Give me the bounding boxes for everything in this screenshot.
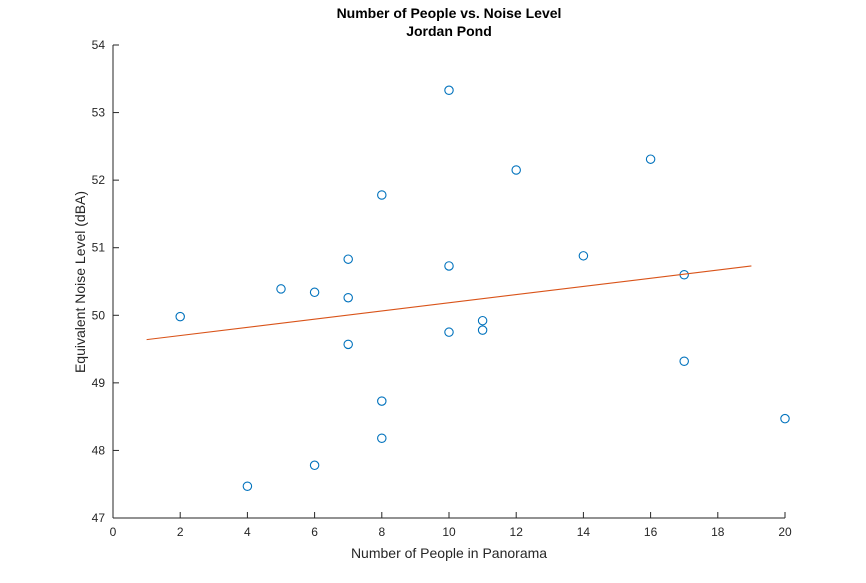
data-point <box>444 85 454 96</box>
x-tick-label: 6 <box>311 525 318 539</box>
x-tick-label: 14 <box>577 525 591 539</box>
data-point <box>679 356 689 366</box>
plot-area <box>146 85 790 491</box>
y-tick-label: 48 <box>92 443 106 457</box>
y-tick-label: 52 <box>92 173 106 187</box>
data-point <box>578 251 589 261</box>
x-tick-label: 10 <box>442 525 456 539</box>
x-tick-label: 18 <box>711 525 725 539</box>
data-point <box>645 154 656 164</box>
data-point <box>780 413 790 424</box>
x-tick-label: 0 <box>110 525 117 539</box>
y-tick-label: 53 <box>92 106 106 120</box>
data-point <box>444 327 454 337</box>
data-point <box>343 339 353 350</box>
x-axis-label: Number of People in Panorama <box>351 545 547 561</box>
data-point <box>377 396 387 406</box>
data-point <box>276 284 286 294</box>
x-tick-label: 2 <box>177 525 184 539</box>
x-tick-label: 16 <box>644 525 658 539</box>
y-tick-label: 47 <box>92 511 106 525</box>
data-point <box>242 481 253 491</box>
trend-line <box>146 265 752 341</box>
data-point <box>477 315 488 326</box>
data-point <box>444 261 454 271</box>
data-point <box>377 190 387 200</box>
x-tick-label: 8 <box>378 525 385 539</box>
y-tick-label: 54 <box>92 38 106 52</box>
axes: 0 2 4 6 8 10 12 14 16 18 20 47 48 49 50 51 52 53 54 <box>92 38 792 539</box>
data-point <box>343 292 353 303</box>
x-tick-label: 4 <box>244 525 251 539</box>
data-point <box>343 254 353 264</box>
y-tick-label: 51 <box>92 241 106 255</box>
data-point <box>175 311 185 322</box>
data-point <box>309 460 320 471</box>
data-point <box>477 325 488 335</box>
chart-title: Number of People vs. Noise Level <box>337 5 562 21</box>
y-tick-label: 50 <box>92 308 106 322</box>
chart-subtitle: Jordan Pond <box>406 23 492 39</box>
x-tick-label: 12 <box>510 525 524 539</box>
data-point <box>511 165 521 175</box>
y-tick-label: 49 <box>92 376 106 390</box>
x-tick-label: 20 <box>778 525 792 539</box>
data-point <box>309 287 320 298</box>
data-point <box>377 433 387 444</box>
y-axis-label: Equivalent Noise Level (dBA) <box>72 191 88 373</box>
